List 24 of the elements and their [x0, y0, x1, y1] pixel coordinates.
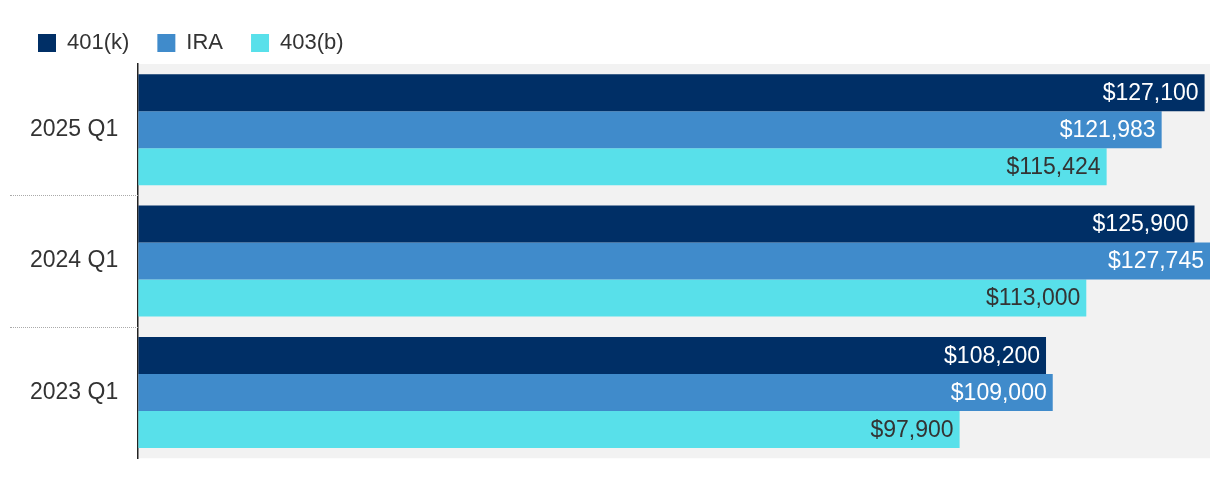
bar [138, 279, 1087, 317]
bar [138, 336, 1047, 374]
legend-label: IRA [186, 29, 224, 55]
data-label: $108,200 [944, 341, 1041, 368]
y-tick-label: 2025 Q1 [29, 115, 119, 142]
data-label: $109,000 [950, 378, 1047, 405]
data-label: $115,424 [1006, 153, 1101, 180]
bar [138, 373, 1053, 412]
y-tick-label: 2023 Q1 [29, 377, 119, 404]
legend-label: 403(b) [280, 29, 344, 55]
bar [138, 411, 960, 449]
bar [138, 148, 1107, 186]
data-label: $113,000 [986, 284, 1081, 311]
data-label: $97,900 [870, 415, 954, 442]
bar [138, 205, 1195, 243]
data-label: $127,100 [1102, 79, 1199, 106]
data-label: $125,900 [1092, 210, 1189, 237]
legend-label: 401(k) [67, 29, 130, 55]
y-tick-label: 2024 Q1 [29, 246, 119, 273]
bar [138, 242, 1210, 280]
bar [138, 74, 1205, 112]
data-label: $127,745 [1108, 247, 1204, 274]
bar [138, 111, 1162, 149]
data-label: $121,983 [1059, 116, 1156, 143]
